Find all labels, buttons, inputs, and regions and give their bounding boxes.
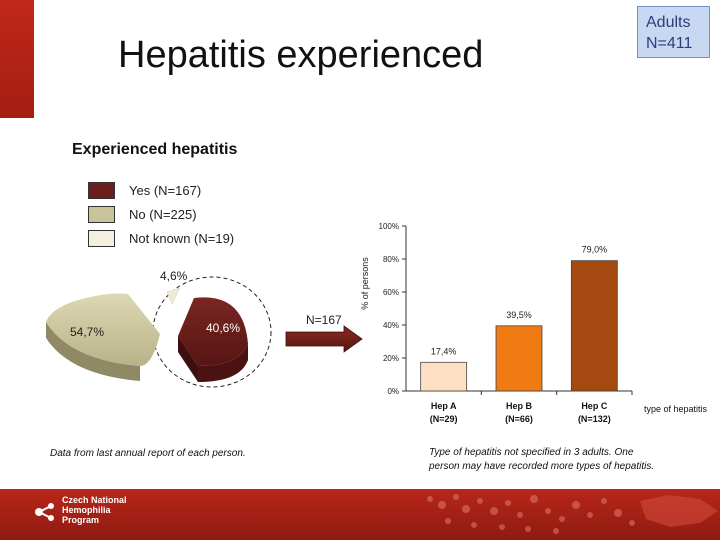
x-tick-sublabel: (N=132)	[578, 414, 611, 424]
legend-label-yes: Yes (N=167)	[129, 182, 202, 198]
arrow-label: N=167	[306, 313, 342, 327]
hepatitis-type-note-line-1: Type of hepatitis not specified in 3 adu…	[429, 447, 634, 458]
bar-value-label: 39,5%	[506, 310, 532, 320]
legend-swatch-not-known	[88, 229, 115, 247]
footer-dot-pattern	[427, 494, 718, 534]
bar-value-label: 79,0%	[582, 245, 608, 255]
y-tick-label: 40%	[383, 321, 399, 330]
pie-slice-yes-bottom	[198, 344, 248, 382]
bar	[495, 325, 543, 392]
badge-line-2: N=411	[646, 35, 693, 52]
badge-line-1: Adults	[646, 14, 691, 31]
legend-label-not-known: Not known (N=19)	[129, 230, 235, 246]
x-tick-label: Hep B	[506, 401, 533, 411]
legend-label-no: No (N=225)	[129, 206, 197, 222]
pie-slice-no-side	[46, 322, 140, 381]
pie-slice-not-known	[166, 287, 181, 305]
bar-value-label: 17,4%	[431, 346, 457, 356]
pie-slice-yes-side	[178, 336, 198, 382]
accent-bar	[0, 0, 34, 118]
brand-line-1: Czech National	[62, 495, 127, 505]
brand-line-2: Hemophilia	[62, 505, 111, 515]
pie-label-no: 54,7%	[70, 325, 104, 339]
x-tick-label: Hep A	[431, 401, 457, 411]
y-tick-label: 60%	[383, 288, 399, 297]
hemophilia-program-logo	[35, 503, 54, 521]
y-tick-label: 80%	[383, 255, 399, 264]
data-source-note: Data from last annual report of each per…	[50, 448, 246, 459]
x-axis-label: type of hepatitis	[644, 404, 708, 414]
arrow-shape	[285, 325, 363, 353]
pie-legend: Yes (N=167) No (N=225) Not known (N=19)	[88, 178, 234, 250]
y-tick-label: 100%	[379, 222, 399, 231]
hepatitis-type-note-line-2: person may have recorded more types of h…	[429, 461, 655, 472]
legend-item-no: No (N=225)	[88, 202, 234, 226]
brand-name: Czech National Hemophilia Program	[62, 495, 127, 525]
y-axis-label: % of persons	[360, 257, 370, 310]
x-tick-label: Hep C	[581, 401, 608, 411]
bar	[570, 260, 618, 392]
bar-chart: 0% 20% 40% 60% 80% 100% % of persons 17,4% Hep A…	[360, 222, 708, 424]
bar	[420, 361, 468, 392]
pie-slice-yes	[178, 297, 248, 366]
page-title: Hepatitis experienced	[118, 34, 484, 76]
legend-swatch-yes	[88, 181, 115, 199]
pie-chart: 54,7% 40,6% 4,6%	[46, 269, 272, 388]
pie-slice-no	[46, 293, 160, 366]
x-tick-sublabel: (N=66)	[505, 414, 533, 424]
y-tick-label: 20%	[383, 354, 399, 363]
footer-bar	[0, 489, 720, 540]
transition-arrow: N=167	[285, 313, 363, 353]
legend-item-yes: Yes (N=167)	[88, 178, 234, 202]
pie-label-yes: 40,6%	[206, 321, 240, 335]
x-tick-sublabel: (N=29)	[430, 414, 458, 424]
brand-line-3: Program	[62, 515, 100, 525]
pie-label-not-known: 4,6%	[160, 269, 188, 283]
legend-swatch-no	[88, 205, 115, 223]
sample-size-badge: Adults N=411	[637, 6, 710, 58]
legend-item-not-known: Not known (N=19)	[88, 226, 234, 250]
y-tick-label: 0%	[387, 387, 399, 396]
pie-chart-title: Experienced hepatitis	[72, 141, 238, 158]
